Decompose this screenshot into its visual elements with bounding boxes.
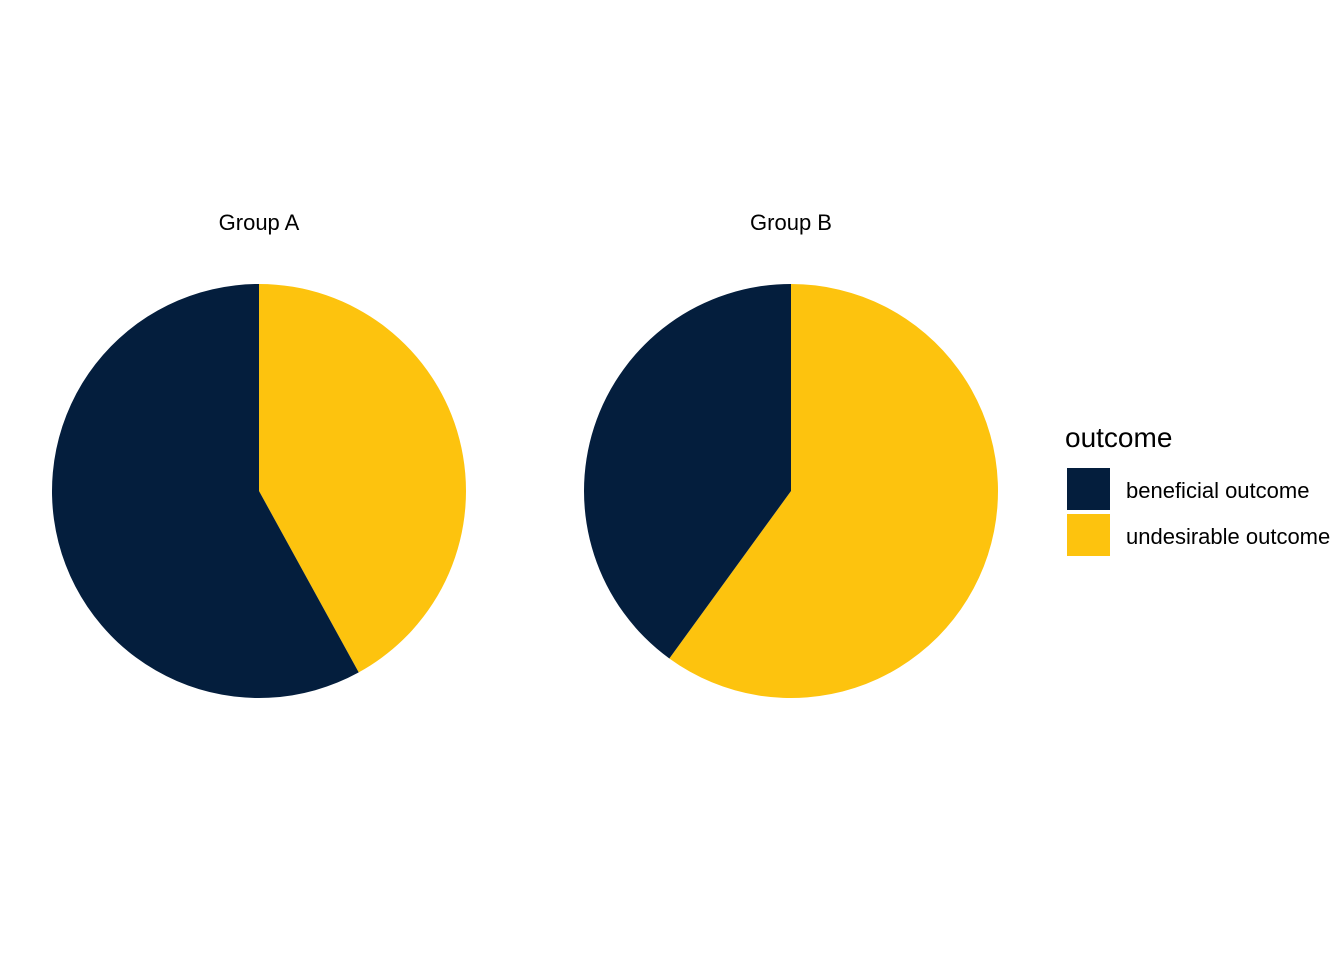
pie-slice-beneficial-group-a — [52, 284, 359, 698]
panel-title-group-b: Group B — [750, 210, 832, 235]
pie-slice-undesirable-group-b — [669, 284, 999, 699]
legend: outcome beneficial outcome undesirable o… — [1065, 422, 1330, 556]
legend-label-undesirable: undesirable outcome — [1126, 524, 1330, 549]
legend-swatch-undesirable — [1067, 514, 1110, 556]
pie-slice-beneficial-group-b — [584, 284, 791, 659]
legend-title: outcome — [1065, 422, 1172, 453]
panel-title-group-a: Group A — [219, 210, 300, 235]
pie-slice-undesirable-group-a — [259, 284, 467, 673]
legend-label-beneficial: beneficial outcome — [1126, 478, 1309, 503]
pie-slices-group-b — [584, 284, 999, 699]
pie-slices-group-a — [52, 284, 467, 698]
pie-panel-group-b: Group B — [584, 210, 999, 699]
pie-panel-group-a: Group A — [52, 210, 467, 698]
legend-swatch-beneficial — [1067, 468, 1110, 510]
